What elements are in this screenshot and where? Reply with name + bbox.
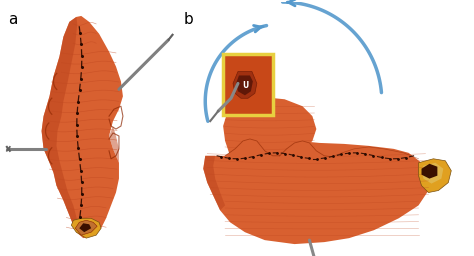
Polygon shape	[233, 71, 257, 98]
Text: b: b	[183, 12, 193, 27]
Text: U: U	[242, 81, 248, 90]
Polygon shape	[42, 16, 123, 238]
Polygon shape	[75, 220, 97, 235]
Polygon shape	[79, 223, 91, 232]
Bar	[223, 54, 273, 115]
Polygon shape	[236, 76, 253, 95]
Polygon shape	[223, 97, 316, 156]
Polygon shape	[203, 156, 225, 210]
Polygon shape	[419, 159, 451, 193]
Polygon shape	[421, 163, 443, 184]
Polygon shape	[42, 17, 77, 225]
Text: a: a	[8, 12, 17, 27]
Polygon shape	[109, 126, 119, 163]
Polygon shape	[72, 218, 101, 238]
Polygon shape	[421, 164, 438, 179]
Bar	[223, 54, 273, 115]
Polygon shape	[203, 141, 428, 244]
